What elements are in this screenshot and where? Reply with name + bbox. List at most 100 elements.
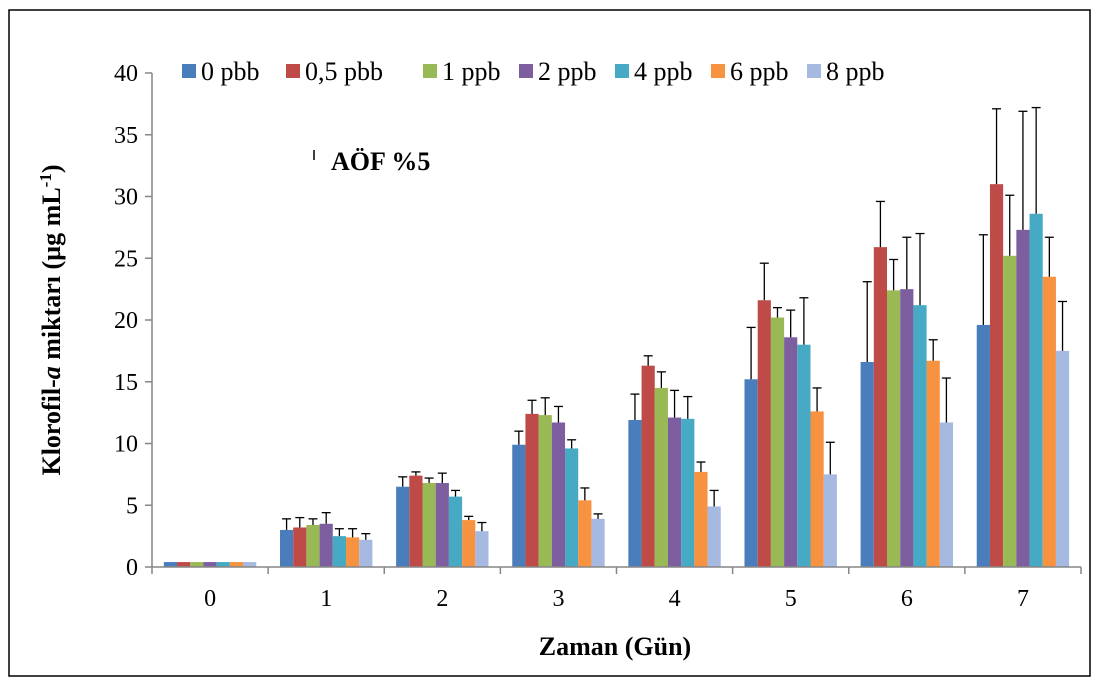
legend-swatch xyxy=(807,64,821,78)
y-axis-title-close: ) xyxy=(37,164,66,173)
bar-day-0-series-0 xyxy=(163,562,178,567)
x-tick-label: 0 xyxy=(204,586,216,612)
y-tick-label: 5 xyxy=(126,493,138,519)
bar-day-7-series-3 xyxy=(1016,229,1030,567)
bar-day-7-series-1 xyxy=(989,184,1004,567)
bar-day-1-series-5 xyxy=(345,537,360,567)
y-tick-label: 30 xyxy=(114,185,138,211)
bar-day-7-series-0 xyxy=(976,324,990,567)
bar-day-3-series-3 xyxy=(551,422,566,567)
legend-swatch xyxy=(711,64,725,78)
bar-day-2-series-0 xyxy=(396,486,410,567)
x-ticks: 0 1 2 3 4 5 6 7 xyxy=(151,567,1082,612)
legend-label: 0 pbb xyxy=(201,57,260,86)
bar-day-5-series-5 xyxy=(810,411,824,567)
y-tick-label: 0 xyxy=(126,555,138,581)
bar-day-4-series-0 xyxy=(628,420,642,567)
bar-day-2-series-6 xyxy=(475,531,489,567)
bar-day-0-series-6 xyxy=(243,562,257,567)
bar-day-3-series-0 xyxy=(512,444,526,567)
y-tick-label: 20 xyxy=(114,308,138,334)
bar-day-0-series-1 xyxy=(177,562,191,567)
bars-layer xyxy=(163,184,1070,568)
legend-label: 4 ppb xyxy=(634,57,693,86)
bar-day-5-series-4 xyxy=(797,344,811,567)
legend-swatch xyxy=(182,64,196,78)
bar-day-4-series-2 xyxy=(654,387,668,567)
y-ticks: 0 5 10 15 20 25 30 35 40 xyxy=(114,61,152,581)
y-axis-title-part-3: miktarı (µg mL xyxy=(37,187,66,366)
legend-label: 6 ppb xyxy=(730,57,789,86)
bar-day-7-series-6 xyxy=(1055,350,1070,568)
bar-day-3-series-2 xyxy=(538,415,552,567)
bar-day-6-series-4 xyxy=(913,305,927,567)
x-tick-label: 5 xyxy=(785,586,797,612)
bar-day-2-series-3 xyxy=(435,483,449,567)
error-bars-layer xyxy=(282,106,1068,540)
bar-day-0-series-4 xyxy=(216,562,230,567)
bar-day-1-series-6 xyxy=(359,539,373,567)
y-axis-title-part-1: Klorofil- xyxy=(37,379,66,475)
legend-label: 1 ppb xyxy=(442,57,501,86)
y-axis-title-superscript: -1 xyxy=(36,173,55,187)
legend-swatch xyxy=(423,64,437,78)
legend-swatch xyxy=(519,64,533,78)
legend-swatch xyxy=(615,64,629,78)
y-tick-label: 40 xyxy=(114,61,138,87)
bar-day-2-series-5 xyxy=(462,520,476,567)
legend-label: 8 ppb xyxy=(826,57,885,86)
bar-day-3-series-4 xyxy=(565,448,579,567)
x-tick-label: 1 xyxy=(320,586,332,612)
bar-day-0-series-5 xyxy=(229,562,244,567)
bar-day-2-series-1 xyxy=(409,475,423,567)
bar-day-7-series-2 xyxy=(1003,255,1017,567)
bar-day-6-series-2 xyxy=(887,290,901,567)
annotation-text: AÖF %5 xyxy=(331,147,430,176)
bar-day-2-series-2 xyxy=(422,483,436,567)
bar-day-6-series-5 xyxy=(926,360,940,567)
bar-day-3-series-6 xyxy=(591,518,605,567)
bar-day-1-series-1 xyxy=(293,527,307,567)
bar-day-4-series-5 xyxy=(694,471,708,567)
y-axis-title-italic-a: a xyxy=(37,366,66,379)
legend: 0 pbb 0,5 pbb 1 ppb 2 ppb 4 ppb 6 ppb 8 ppb xyxy=(182,57,885,86)
bar-day-0-series-3 xyxy=(203,562,217,567)
legend-label: 2 ppb xyxy=(538,57,597,86)
bar-day-5-series-2 xyxy=(770,317,785,567)
bar-day-6-series-3 xyxy=(900,289,914,568)
bar-day-1-series-3 xyxy=(319,523,333,567)
x-tick-label: 2 xyxy=(436,586,448,612)
bar-day-5-series-1 xyxy=(757,300,771,567)
bar-day-2-series-4 xyxy=(448,496,463,567)
x-tick-label: 4 xyxy=(669,586,681,612)
bar-day-7-series-5 xyxy=(1042,276,1056,567)
bar-day-6-series-1 xyxy=(873,247,888,567)
bar-day-5-series-6 xyxy=(823,474,837,568)
y-tick-label: 10 xyxy=(114,432,138,458)
y-tick-label: 35 xyxy=(114,123,138,149)
bar-day-5-series-3 xyxy=(784,337,798,567)
bar-day-3-series-5 xyxy=(578,500,592,567)
chart-border xyxy=(8,9,1091,677)
bar-day-3-series-1 xyxy=(525,413,539,567)
bar-day-5-series-0 xyxy=(744,379,758,567)
legend-label: 0,5 pbb xyxy=(305,57,383,86)
x-tick-label: 6 xyxy=(901,586,913,612)
bar-day-7-series-4 xyxy=(1029,213,1043,568)
bar-day-0-series-2 xyxy=(190,562,204,567)
x-tick-label: 7 xyxy=(1017,586,1029,612)
bar-day-4-series-1 xyxy=(641,365,655,567)
bar-day-4-series-3 xyxy=(667,417,682,567)
y-tick-label: 25 xyxy=(114,246,138,272)
bar-day-6-series-0 xyxy=(860,361,874,567)
bar-day-4-series-6 xyxy=(707,506,721,567)
y-axis-title: Klorofil-a miktarı (µg mL-1) xyxy=(36,164,67,475)
y-tick-label: 15 xyxy=(114,370,138,396)
bar-day-4-series-4 xyxy=(681,418,695,567)
bar-day-1-series-2 xyxy=(306,525,320,567)
x-axis-title: Zaman (Gün) xyxy=(539,632,691,661)
bar-day-1-series-4 xyxy=(332,536,346,568)
legend-swatch xyxy=(286,64,300,78)
bar-day-1-series-0 xyxy=(279,529,294,567)
